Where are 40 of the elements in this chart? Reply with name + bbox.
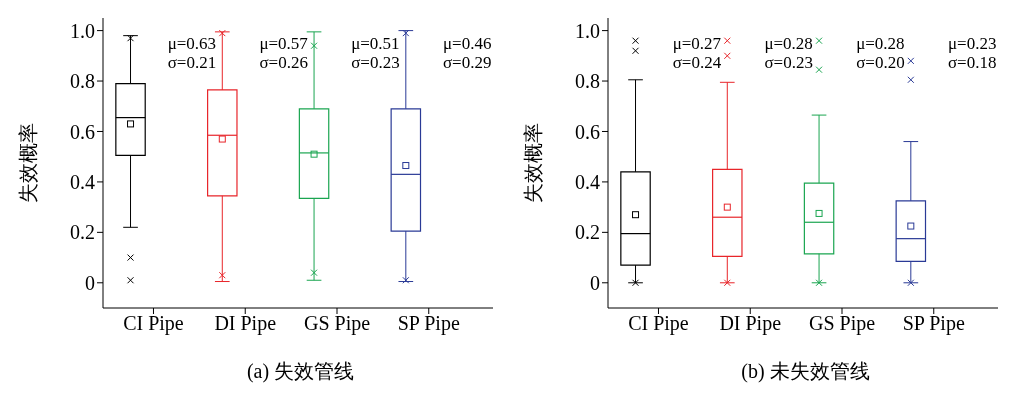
x-tick-label: CI Pipe (123, 312, 184, 336)
y-tick-label: 0.8 (70, 70, 95, 93)
annotation: μ=0.28 (856, 34, 905, 54)
annotation: σ=0.23 (764, 53, 813, 73)
annotation: μ=0.57 (259, 34, 309, 54)
y-tick-label: 0.2 (70, 221, 95, 244)
y-axis-title: 失效概率 (17, 123, 40, 203)
y-tick-label: 1.0 (70, 19, 95, 42)
y-tick-label: 0.8 (575, 70, 600, 93)
x-tick-label: DI Pipe (719, 312, 782, 336)
x-tick-label: SP Pipe (902, 312, 965, 336)
text: (b) 未失效管线 (740, 359, 871, 384)
y-tick-label: 0.2 (575, 221, 600, 244)
x-tick-label: CI Pipe (628, 312, 689, 336)
annotation: σ=0.21 (167, 53, 217, 73)
annotation: σ=0.29 (442, 53, 492, 73)
y-tick-label: 1.0 (575, 19, 600, 42)
annotation: μ=0.23 (947, 34, 997, 54)
y-axis-title: 失效概率 (522, 123, 545, 203)
annotation: μ=0.27 (672, 34, 722, 54)
annotation: μ=0.28 (764, 34, 813, 54)
annotation: σ=0.26 (259, 53, 308, 73)
annotation: σ=0.18 (947, 53, 997, 73)
y-tick-label: 0 (590, 271, 600, 294)
y-tick-label: 0.6 (575, 120, 600, 143)
annotation: σ=0.23 (351, 53, 400, 73)
annotation: μ=0.46 (442, 34, 492, 54)
x-tick-label: GS Pipe (303, 312, 371, 336)
y-tick-label: 0.4 (575, 171, 600, 194)
x-tick-label: SP Pipe (397, 312, 460, 336)
x-tick-label: GS Pipe (808, 312, 876, 336)
y-tick-label: 0 (85, 271, 95, 294)
annotation: σ=0.24 (672, 53, 722, 73)
annotation: μ=0.51 (351, 34, 400, 54)
x-tick-label: DI Pipe (214, 312, 277, 336)
annotation: μ=0.63 (167, 34, 217, 54)
y-tick-label: 0.6 (70, 120, 95, 143)
text: (a) 失效管线 (245, 359, 356, 385)
annotation: σ=0.20 (856, 53, 905, 73)
y-tick-label: 0.4 (70, 171, 95, 194)
